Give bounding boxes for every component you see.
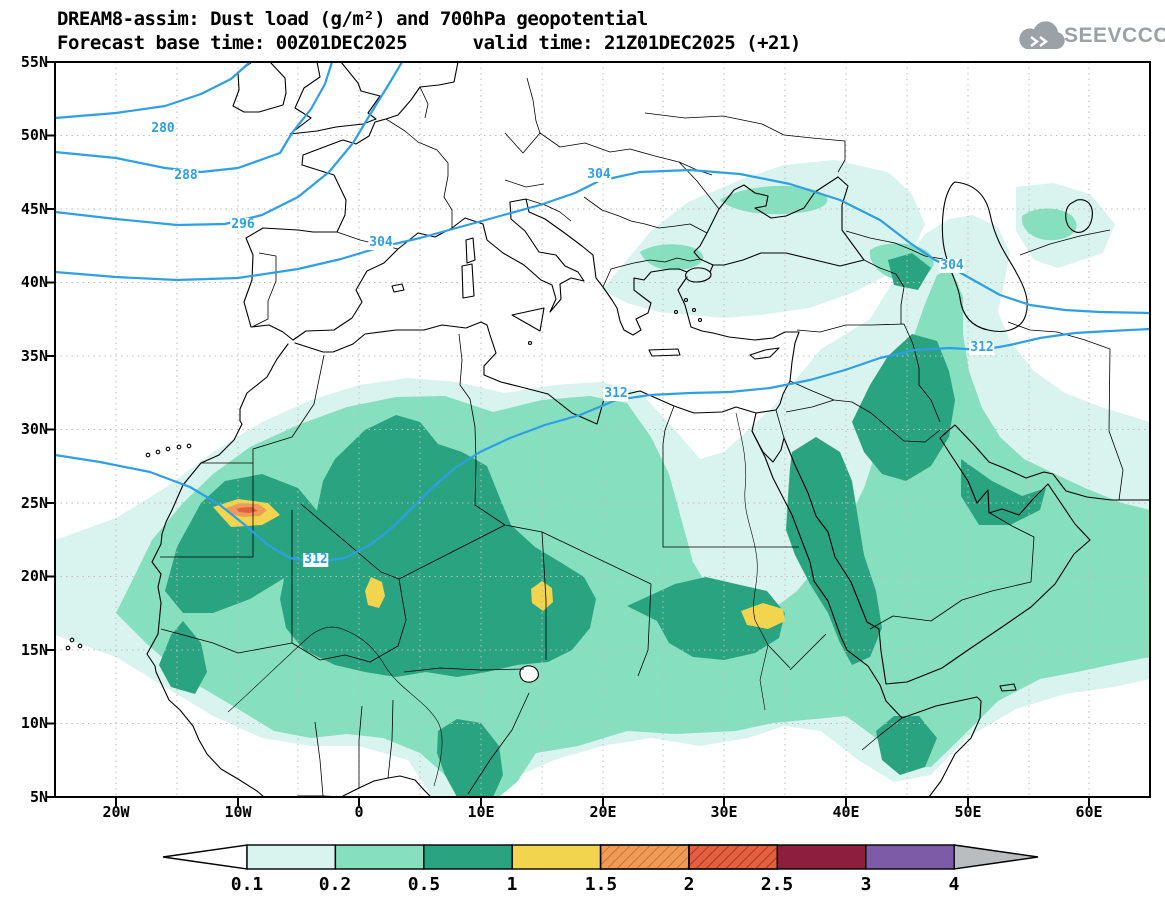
chart-title: DREAM8-assim: Dust load (g/m²) and 700hP… xyxy=(57,8,648,30)
lon-label-60e: 60E xyxy=(1075,803,1103,821)
colorbar-label-1: 1 xyxy=(506,874,518,895)
lon-label-50e: 50E xyxy=(954,803,982,821)
colorbar-label-4: 4 xyxy=(948,874,960,895)
colorbar-label-2: 2 xyxy=(683,874,695,895)
contour-288 xyxy=(55,62,334,174)
country-borders xyxy=(160,77,1124,797)
seevccc-logo: SEEVCCC xyxy=(1064,24,1165,48)
lat-label-55n: 55N xyxy=(20,53,48,71)
lat-label-15n: 15N xyxy=(20,641,48,659)
colorbar-seg-0.5 xyxy=(423,844,513,870)
colorbar-seg-2.5 xyxy=(776,844,867,870)
colorbar-seg-2-hatch xyxy=(688,844,779,870)
lat-label-5n: 5N xyxy=(29,788,48,806)
coastlines xyxy=(65,62,1150,797)
colorbar-seg-1 xyxy=(511,844,602,870)
contour-label-304-w: 304 xyxy=(368,235,394,250)
lon-label-0: 0 xyxy=(354,803,364,821)
contour-296 xyxy=(55,62,404,227)
contour-label-288: 288 xyxy=(173,168,199,183)
contour-label-312-e: 312 xyxy=(969,340,995,355)
geopotential-contours xyxy=(55,62,1150,564)
axis-ticks xyxy=(46,61,1090,806)
lat-label-25n: 25N xyxy=(20,494,48,512)
contour-label-312-w: 312 xyxy=(303,552,329,567)
rivers xyxy=(227,412,769,787)
lat-label-20n: 20N xyxy=(20,567,48,585)
lon-label-20w: 20W xyxy=(102,803,130,821)
colorbar-seg-0.1 xyxy=(246,844,337,870)
colorbar-seg-1.5-hatch xyxy=(599,844,690,870)
contour-label-304-e: 304 xyxy=(939,258,965,273)
colorbar-label-2.5: 2.5 xyxy=(760,874,794,895)
contour-label-304-c: 304 xyxy=(586,167,612,182)
lon-label-40e: 40E xyxy=(832,803,860,821)
lat-label-50n: 50N xyxy=(20,126,48,144)
colorbar-over-arrow xyxy=(953,844,1039,870)
colorbar xyxy=(162,844,1039,870)
dust-fill-level-0.5 xyxy=(159,253,1046,797)
colorbar-label-0.2: 0.2 xyxy=(318,874,352,895)
colorbar-seg-3 xyxy=(865,844,955,870)
colorbar-under-arrow xyxy=(162,844,248,870)
contour-label-280: 280 xyxy=(150,121,176,136)
colorbar-seg-0.2 xyxy=(334,844,425,870)
contour-304 xyxy=(55,168,1150,315)
contour-label-312-c: 312 xyxy=(603,386,629,401)
contour-312 xyxy=(55,327,1150,564)
lat-label-40n: 40N xyxy=(20,273,48,291)
lon-label-10w: 10W xyxy=(224,803,252,821)
lat-label-45n: 45N xyxy=(20,200,48,218)
lon-label-30e: 30E xyxy=(710,803,738,821)
contour-280 xyxy=(55,62,252,120)
lat-label-30n: 30N xyxy=(20,420,48,438)
lon-label-20e: 20E xyxy=(589,803,617,821)
colorbar-label-3: 3 xyxy=(860,874,872,895)
colorbar-label-0.1: 0.1 xyxy=(230,874,264,895)
lat-label-35n: 35N xyxy=(20,347,48,365)
lat-label-10n: 10N xyxy=(20,714,48,732)
dust-fill-level-2 xyxy=(236,507,258,513)
colorbar-label-1.5: 1.5 xyxy=(584,874,618,895)
contour-label-296: 296 xyxy=(230,217,256,232)
lon-label-10e: 10E xyxy=(467,803,495,821)
colorbar-label-0.5: 0.5 xyxy=(407,874,441,895)
seevccc-cloud-icon xyxy=(1019,21,1065,50)
seevccc-logo-text: SEEVCCC xyxy=(1064,24,1165,47)
chart-subtitle: Forecast base time: 00Z01DEC2025 valid t… xyxy=(57,32,801,54)
